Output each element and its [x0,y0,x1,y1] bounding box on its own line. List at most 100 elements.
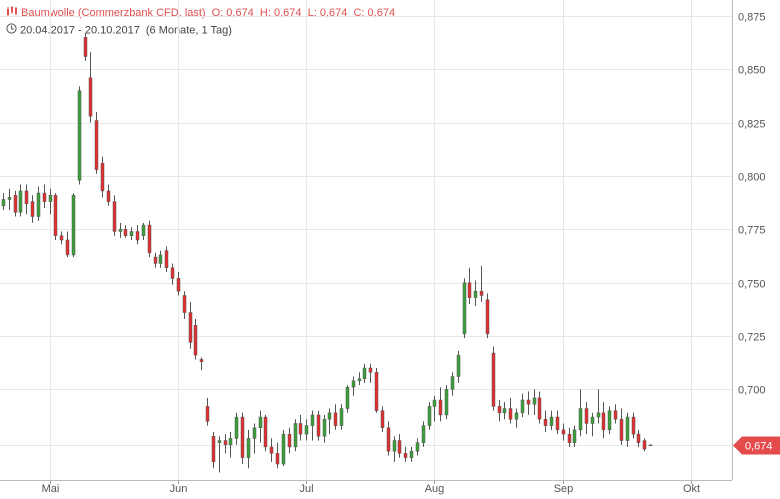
candle-down [199,359,204,362]
candle-down [88,77,93,117]
candle-up [578,408,583,431]
candle-down [65,239,70,256]
candle-down [497,406,502,414]
candle-up [502,408,507,414]
clock-icon [6,23,17,38]
candle-up [327,412,332,420]
candle-down [53,194,58,236]
candle-up [7,197,12,200]
candle-down [263,416,268,448]
candle-down [188,312,193,343]
last-price-label: 0,674 [745,441,773,453]
candle-down [269,446,274,454]
candle-up [520,399,525,414]
candle-up [129,231,134,236]
x-tick-label: Okt [683,483,700,495]
candle-down [380,410,385,428]
candle-down [485,299,490,335]
candle-up [281,433,286,465]
y-tick-label: 0,800 [738,172,766,184]
candle-down [211,436,216,463]
candle-down [182,295,187,313]
candle-down [584,408,589,424]
candle-down [508,408,513,420]
x-axis: Mai Jun Jul Aug Sep Okt [0,480,732,495]
candle-down [112,201,117,232]
candle-down [397,440,402,454]
candle-up [625,416,630,441]
candle-down [491,352,496,407]
candle-up [596,412,601,418]
period-label: (6 Monate, 1 Tag) [145,24,232,37]
candle-down [636,433,641,443]
y-tick-label: 0,775 [738,225,766,237]
candle-down [176,278,181,292]
candle-down [555,416,560,431]
candle-down [631,416,636,435]
candle-down [386,427,391,452]
candle-down [543,418,548,426]
candle-down [59,235,64,241]
candle-down [147,224,152,254]
candle-down [30,201,35,217]
candle-up [514,412,519,420]
candle-up [217,440,222,443]
candle-up [1,199,6,207]
candle-down [613,410,618,420]
candle-up [648,444,653,447]
date-range: 20.04.2017 - 20.10.2017 [20,24,140,37]
last-price-badge [733,436,780,455]
candle-down [193,325,198,356]
candles-layer [1,33,653,473]
candle-up [357,378,362,382]
candle-up [234,416,239,439]
candle-up [36,192,41,217]
candle-down [479,290,484,296]
candle-up [549,416,554,426]
candle-up [427,406,432,426]
candle-up [409,450,414,458]
candle-down [601,412,606,431]
candle-up [572,429,577,443]
chart-header-range: 20.04.2017 - 20.10.2017 (6 Monate, 1 Tag) [6,23,232,38]
candle-up [18,190,23,213]
y-tick-label: 0,750 [738,279,766,291]
candle-up [462,282,467,335]
chart-type-icon [6,6,18,20]
y-tick-label: 0,850 [738,65,766,77]
candle-up [118,229,123,232]
candle-down [205,406,210,422]
candle-up [532,397,537,405]
candle-down [526,399,531,405]
candle-up [415,442,420,452]
last-price-marker: 0,674 [733,436,780,455]
candle-down [42,192,47,202]
candle-up [421,425,426,443]
candle-up [392,440,397,452]
candle-down [13,194,18,213]
y-tick-label: 0,725 [738,332,766,344]
candle-down [374,372,379,411]
candle-down [298,423,303,435]
candle-down [135,231,140,241]
candle-up [258,416,263,428]
ohlc-values: O: 0,674 H: 0,674 L: 0,674 C: 0,674 [211,6,396,19]
y-tick-label: 0,875 [738,12,766,24]
y-axis: 0,700 0,725 0,750 0,775 0,800 0,825 0,850 0,875 [732,0,766,480]
candle-up [158,254,163,264]
candle-up [456,354,461,377]
candle-down [100,162,105,192]
candle-up [339,408,344,426]
candle-down [164,250,169,268]
chart-grid [0,0,732,480]
x-tick-label: Jun [170,483,188,495]
candle-up [48,194,53,202]
candle-up [473,290,478,298]
candle-down [619,418,624,441]
y-tick-label: 0,700 [738,385,766,397]
x-tick-label: Aug [425,483,445,495]
candle-up [71,194,76,256]
candle-down [561,429,566,435]
candle-up [432,399,437,407]
